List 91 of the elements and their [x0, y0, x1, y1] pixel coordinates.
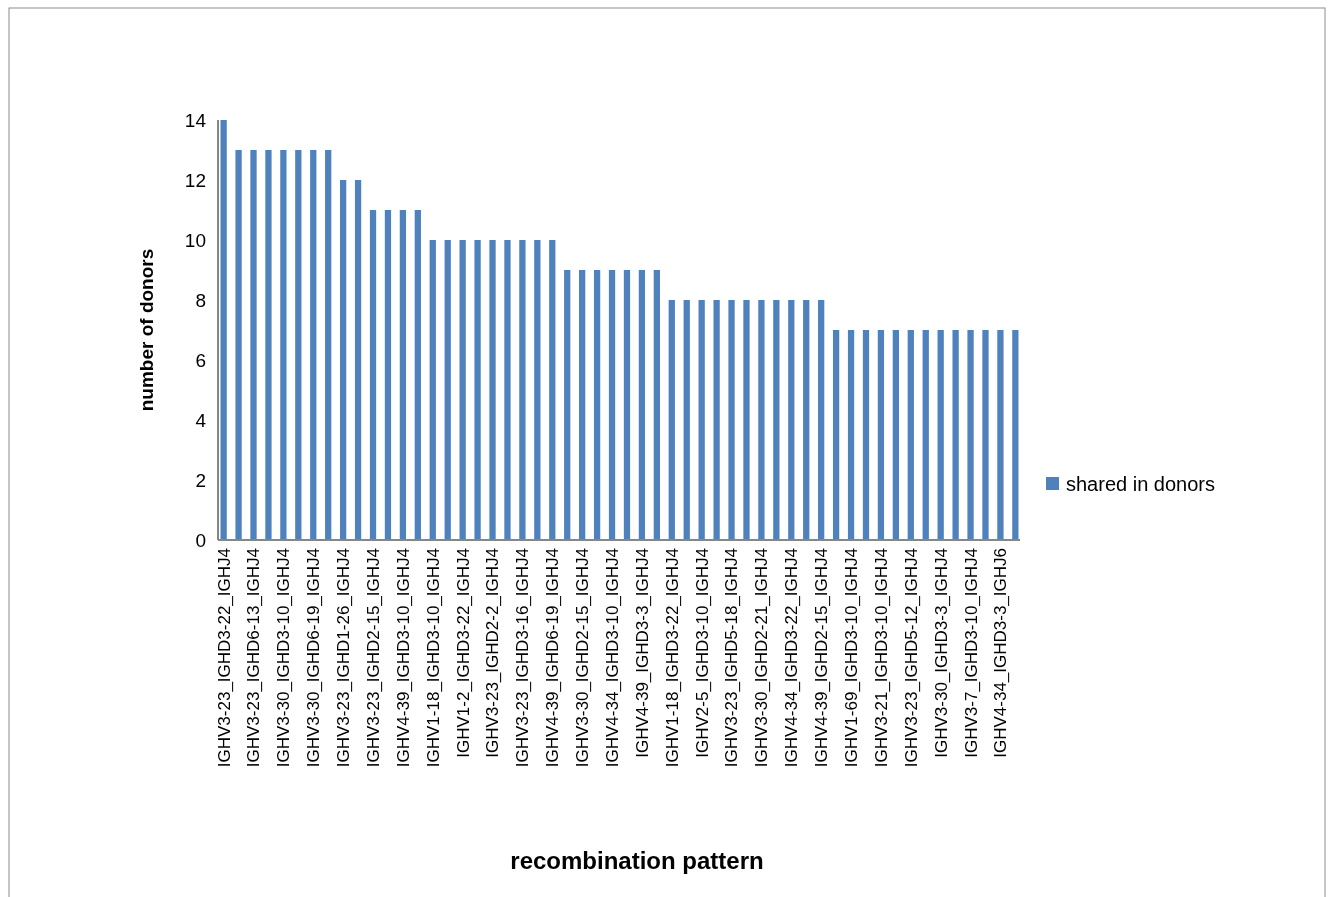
x-tick-label: IGHV4-39_IGHD3-3_IGHJ4: [632, 548, 652, 758]
x-tick-label: IGHV1-69_IGHD3-10_IGHJ4: [842, 548, 861, 768]
bar: [593, 270, 601, 540]
x-tick-label: IGHV4-34_IGHD3-22_IGHJ4: [782, 548, 802, 768]
x-tick-label: IGHV3-21_IGHD3-10_IGHJ4: [871, 548, 891, 768]
bar: [549, 240, 556, 540]
x-tick-label: IGHV3-30_IGHD2-15_IGHJ4: [573, 548, 593, 768]
bar: [862, 330, 870, 540]
bar: [1012, 330, 1019, 540]
bar: [892, 330, 899, 540]
bar: [414, 210, 421, 540]
bar: [653, 270, 660, 540]
x-tick-label: IGHV3-23_IGHD5-12_IGHJ4: [901, 548, 921, 768]
x-tick-label: IGHV3-23_IGHD2-15_IGHJ4: [363, 548, 383, 768]
bar: [504, 240, 511, 540]
x-tick-label: IGHV3-7_IGHD3-10_IGHJ4: [961, 548, 981, 758]
bar: [683, 300, 690, 540]
y-tick-label: 0: [195, 529, 206, 551]
bar: [773, 300, 780, 540]
y-tick-label: 2: [195, 469, 206, 491]
x-tick-label: IGHV3-23_IGHD2-2_IGHJ4: [483, 548, 503, 758]
bar: [937, 330, 944, 540]
bar: [668, 300, 675, 540]
bar: [265, 150, 272, 540]
x-tick-label: IGHV1-18_IGHD3-10_IGHJ4: [423, 548, 443, 768]
bar: [489, 240, 496, 540]
x-tick-label: IGHV3-23_IGHD3-16_IGHJ4: [513, 548, 533, 768]
bar: [743, 300, 750, 540]
legend-label: shared in donors: [1066, 473, 1215, 495]
bar: [907, 330, 914, 540]
x-tick-label: IGHV2-5_IGHD3-10_IGHJ4: [692, 548, 712, 758]
bar: [997, 330, 1004, 540]
x-tick-label: IGHV1-18_IGHD3-22_IGHJ4: [662, 548, 682, 768]
bar: [250, 150, 257, 540]
bar: [638, 270, 646, 540]
bar: [295, 150, 302, 540]
bar: [758, 300, 765, 540]
bar: [235, 150, 242, 540]
bar: [788, 300, 795, 540]
bar: [832, 330, 840, 540]
bar: [399, 210, 407, 540]
x-tick-label: IGHV4-34_IGHD3-10_IGHJ4: [602, 548, 622, 768]
bar: [877, 330, 885, 540]
bar: [564, 270, 571, 540]
bar: [444, 240, 451, 540]
bar: [325, 150, 332, 540]
y-tick-label: 10: [184, 229, 206, 251]
bar: [579, 270, 586, 540]
bar: [803, 300, 810, 540]
x-tick-label: IGHV4-34_IGHD3-3_IGHJ6: [991, 548, 1011, 758]
y-tick-label: 6: [195, 349, 206, 371]
y-tick-label: 12: [184, 169, 206, 191]
bar: [369, 210, 377, 540]
bar: [698, 300, 705, 540]
bar: [340, 180, 347, 540]
bar: [623, 270, 631, 540]
bar: [728, 300, 735, 540]
y-tick-label: 14: [184, 109, 207, 131]
y-axis-title: number of donors: [135, 248, 157, 412]
bar: [952, 330, 959, 540]
y-tick-label: 4: [195, 409, 207, 431]
x-tick-label: IGHV3-23_IGHD1-26_IGHJ4: [334, 548, 354, 768]
bar: [384, 210, 392, 540]
bar: [354, 180, 362, 540]
x-tick-label: IGHV3-30_IGHD6-19_IGHJ4: [304, 548, 324, 768]
bar: [459, 240, 466, 540]
bar: [847, 330, 855, 540]
x-tick-label: IGHV3-30_IGHD2-21_IGHJ4: [752, 548, 772, 768]
x-tick-label: IGHV4-39_IGHD2-15_IGHJ4: [812, 548, 832, 768]
x-axis-title: recombination pattern: [510, 847, 764, 874]
x-tick-label: IGHV4-39_IGHD6-19_IGHJ4: [543, 548, 563, 768]
x-tick-label: IGHV3-23_IGHD5-18_IGHJ4: [722, 548, 742, 768]
bar: [474, 240, 481, 540]
bar: [967, 330, 974, 540]
bar: [310, 150, 317, 540]
x-tick-label: IGHV3-30_IGHD3-3_IGHJ4: [931, 548, 951, 758]
bar: [922, 330, 929, 540]
bar: [713, 300, 720, 540]
x-tick-label: IGHV3-23_IGHD3-22_IGHJ4: [214, 548, 234, 768]
bar: [818, 300, 825, 540]
x-tick-label: IGHV4-39_IGHD3-10_IGHJ4: [393, 548, 413, 768]
x-tick-label: IGHV3-30_IGHD3-10_IGHJ4: [274, 548, 294, 768]
bar: [608, 270, 616, 540]
bar: [519, 240, 526, 540]
bar: [982, 330, 989, 540]
bar: [280, 150, 287, 540]
x-tick-label: IGHV3-23_IGHD6-13_IGHJ4: [244, 548, 264, 768]
y-tick-label: 8: [195, 289, 206, 311]
bar: [534, 240, 541, 540]
bar: [429, 240, 436, 540]
x-tick-label: IGHV1-2_IGHD3-22_IGHJ4: [453, 548, 473, 758]
